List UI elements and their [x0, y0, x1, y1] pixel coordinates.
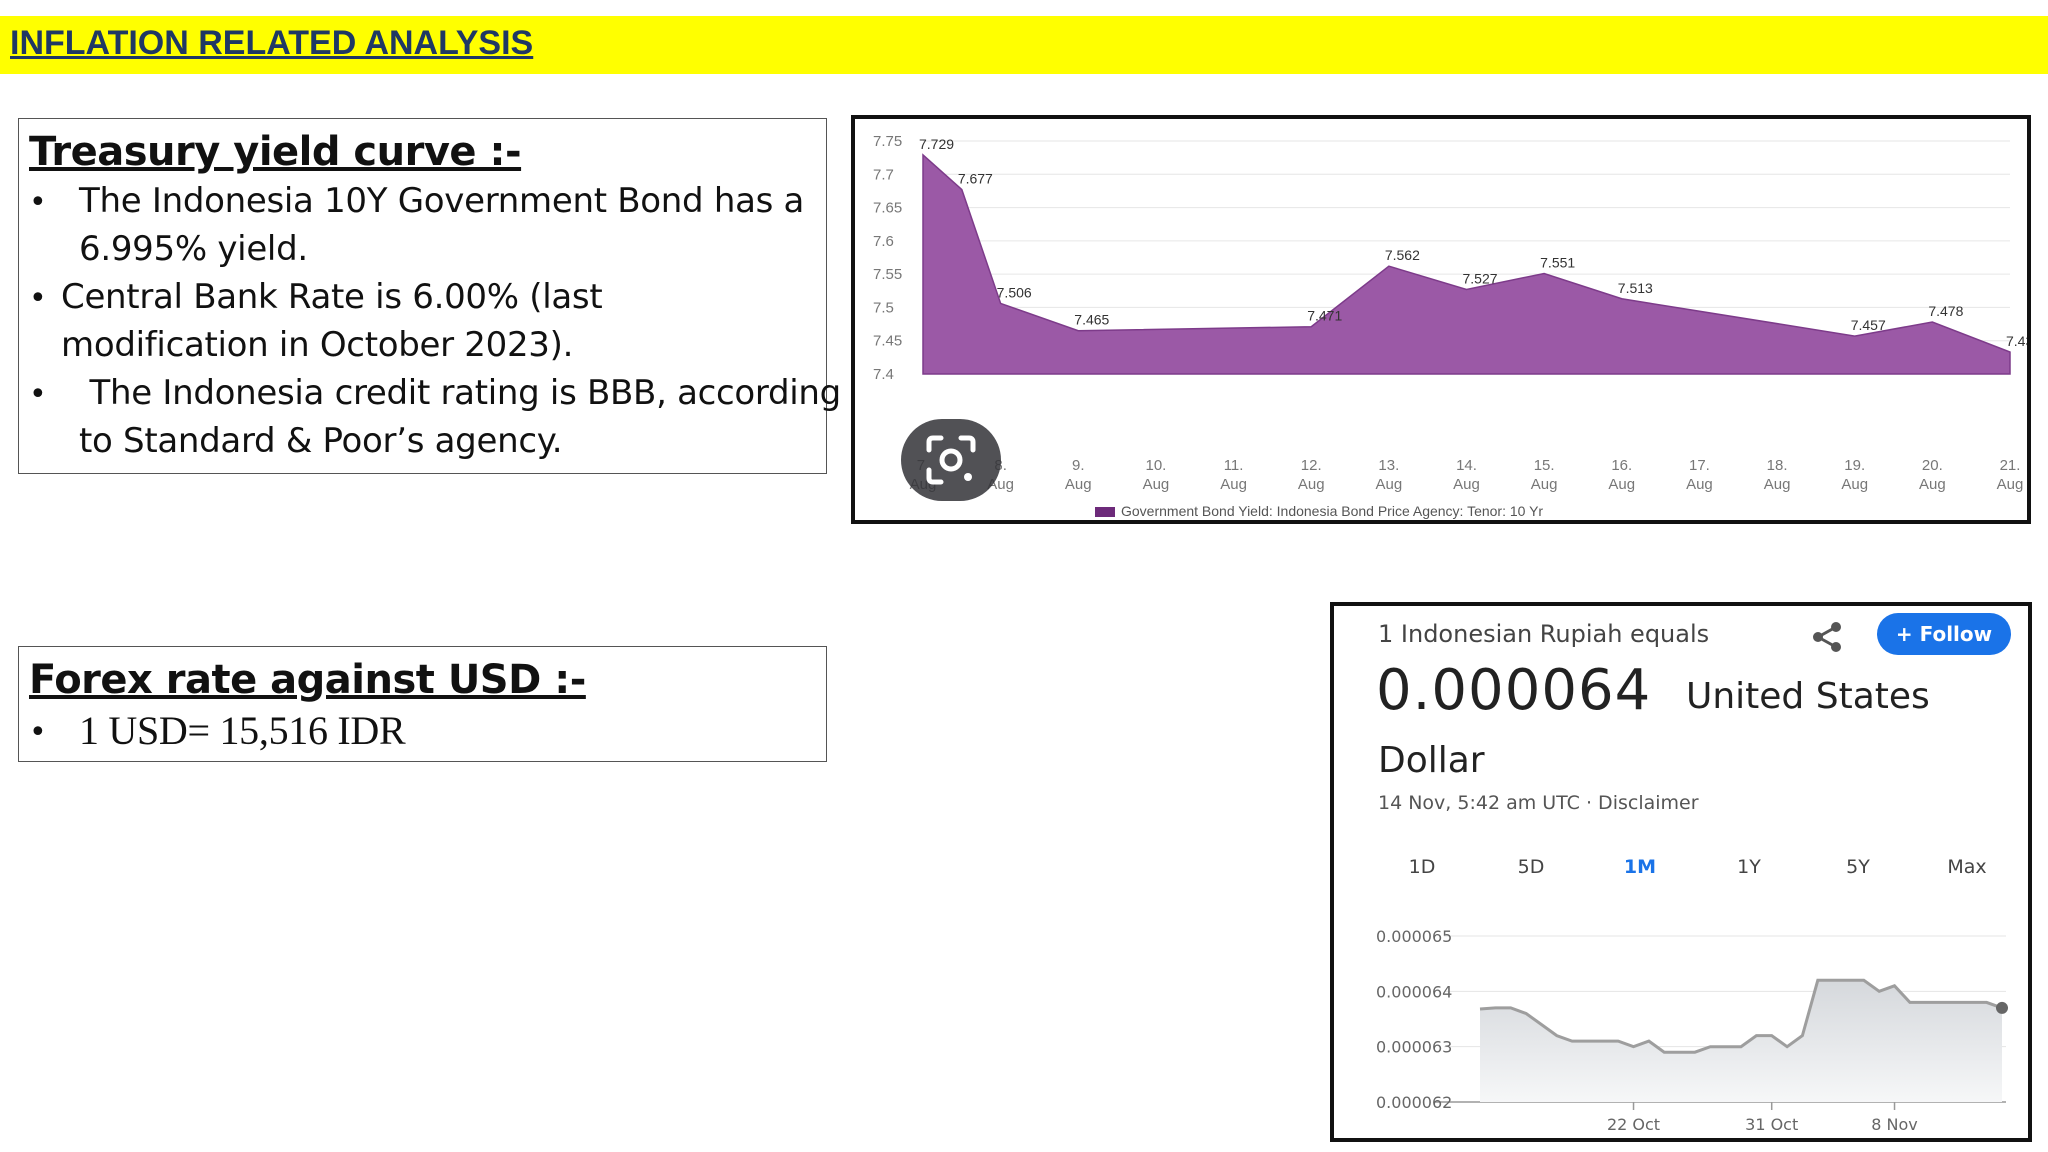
x-tick-label: 8 Nov — [1871, 1115, 1918, 1134]
bullet-dot: • — [29, 377, 47, 412]
x-tick-label: 11. — [1224, 457, 1244, 474]
data-label: 7.478 — [1928, 303, 1963, 319]
yield-bullet-1-line-1: The Indonesia 10Y Government Bond has a — [79, 181, 805, 221]
treasury-yield-heading: Treasury yield curve :- — [29, 129, 522, 175]
lens-button[interactable] — [901, 419, 1001, 501]
y-tick-label: 7.45 — [873, 333, 902, 350]
x-tick-label: Aug — [1143, 476, 1170, 493]
x-tick-label: 16. — [1611, 457, 1632, 474]
x-tick-label: Aug — [1919, 476, 1946, 493]
fx-unit-line-2: Dollar — [1378, 740, 1485, 781]
y-tick-label: 0.000064 — [1376, 982, 1452, 1001]
range-tab-max[interactable]: Max — [1947, 856, 1987, 878]
y-tick-label: 0.000063 — [1376, 1038, 1452, 1057]
fx-end-point — [1996, 1001, 2008, 1014]
x-tick-label: Aug — [1376, 476, 1403, 493]
x-tick-label: Aug — [1531, 476, 1558, 493]
yield-bullet-2-line-2: modification in October 2023). — [61, 325, 574, 365]
x-tick-label: Aug — [1453, 476, 1480, 493]
x-tick-label: Aug — [1841, 476, 1868, 493]
data-label: 7.471 — [1307, 308, 1342, 324]
x-tick-label: 9. — [1072, 457, 1085, 474]
fx-unit-line-1: United States — [1686, 676, 1930, 717]
data-label: 7.513 — [1618, 280, 1653, 296]
header-banner: INFLATION RELATED ANALYSIS — [0, 16, 2048, 74]
data-label: 7.506 — [997, 284, 1032, 300]
legend-label: Government Bond Yield: Indonesia Bond Pr… — [1121, 503, 1543, 519]
x-tick-label: 21. — [2000, 457, 2021, 474]
forex-bullet-1: 1 USD= 15,516 IDR — [79, 708, 406, 753]
y-tick-label: 7.5 — [873, 299, 894, 316]
share-icon[interactable] — [1810, 620, 1844, 654]
data-label: 7.465 — [1074, 312, 1109, 328]
fx-equals-label: 1 Indonesian Rupiah equals — [1378, 620, 1710, 648]
y-tick-label: 7.75 — [873, 133, 902, 150]
forex-rate-heading: Forex rate against USD :- — [29, 657, 586, 703]
range-tab-5y[interactable]: 5Y — [1846, 856, 1870, 878]
yield-bullet-1-line-2: 6.995% yield. — [79, 229, 308, 269]
data-label: 7.527 — [1463, 270, 1498, 286]
x-tick-label: 10. — [1145, 457, 1166, 474]
forex-widget: 1 Indonesian Rupiah equals + Follow 0.00… — [1330, 602, 2032, 1142]
forex-rate-textbox: Forex rate against USD :- • 1 USD= 15,51… — [18, 646, 827, 762]
x-tick-label: 13. — [1378, 457, 1399, 474]
range-tab-1y[interactable]: 1Y — [1737, 856, 1761, 878]
bond-yield-chart: 7.729 7.677 7.506 7.465 7.471 7.562 7.527 7.551… — [851, 115, 2031, 524]
yield-bullet-3-line-1: The Indonesia credit rating is BBB, acco… — [79, 373, 842, 413]
x-tick-label: Aug — [1298, 476, 1325, 493]
x-tick-label: Aug — [1686, 476, 1713, 493]
legend-swatch — [1095, 507, 1115, 517]
x-tick-label: 31 Oct — [1745, 1115, 1798, 1134]
data-label: 7.729 — [919, 136, 954, 152]
treasury-yield-textbox: Treasury yield curve :- • The Indonesia … — [18, 118, 841, 474]
fx-series-line — [1479, 978, 2003, 1054]
range-tab-1d[interactable]: 1D — [1408, 856, 1436, 878]
x-tick-label: 19. — [1844, 457, 1865, 474]
range-tab-1m[interactable]: 1M — [1623, 856, 1657, 878]
y-tick-label: 0.000065 — [1376, 927, 1452, 946]
fx-line-chart: 0.000065 0.000064 0.000063 0.000062 22 Oct 3… — [1376, 927, 2008, 1134]
fx-area-fill — [1480, 980, 2002, 1102]
page-title: INFLATION RELATED ANALYSIS — [10, 24, 534, 62]
data-label: 7.433 — [2006, 333, 2027, 349]
x-tick-label: 12. — [1301, 457, 1322, 474]
x-tick-label: 15. — [1534, 457, 1555, 474]
x-tick-label: 14. — [1456, 457, 1477, 474]
yield-bullet-2-line-1: Central Bank Rate is 6.00% (last — [61, 277, 603, 317]
fx-timestamp: 14 Nov, 5:42 am UTC · Disclaimer — [1378, 792, 1699, 814]
data-label: 7.677 — [958, 171, 993, 187]
x-tick-label: Aug — [1065, 476, 1092, 493]
data-label: 7.551 — [1540, 254, 1575, 270]
x-tick-label: Aug — [1608, 476, 1635, 493]
x-tick-label: 18. — [1767, 457, 1788, 474]
x-tick-label: Aug — [1764, 476, 1791, 493]
x-tick-label: Aug — [1997, 476, 2024, 493]
y-tick-label: 7.7 — [873, 166, 894, 183]
yield-bullet-3-line-2: to Standard & Poor’s agency. — [79, 421, 563, 461]
data-label: 7.562 — [1385, 247, 1420, 263]
x-tick-label: Aug — [1220, 476, 1247, 493]
y-tick-label: 7.55 — [873, 266, 902, 283]
x-tick-label: 20. — [1922, 457, 1943, 474]
x-tick-label: 22 Oct — [1607, 1115, 1660, 1134]
follow-button[interactable]: + Follow — [1877, 613, 2011, 655]
yield-area-series — [922, 153, 2011, 375]
y-tick-label: 7.4 — [873, 366, 894, 383]
y-tick-label: 0.000062 — [1376, 1093, 1452, 1112]
bullet-dot: • — [29, 185, 47, 220]
fx-rate-value: 0.000064 — [1376, 658, 1652, 723]
bullet-dot: • — [29, 715, 47, 750]
data-label: 7.457 — [1851, 317, 1886, 333]
y-tick-label: 7.6 — [873, 233, 894, 250]
bullet-dot: • — [29, 281, 47, 316]
range-tab-5d[interactable]: 5D — [1517, 856, 1545, 878]
x-tick-label: 17. — [1689, 457, 1710, 474]
y-tick-label: 7.65 — [873, 200, 902, 217]
lens-camera-icon — [926, 435, 976, 485]
